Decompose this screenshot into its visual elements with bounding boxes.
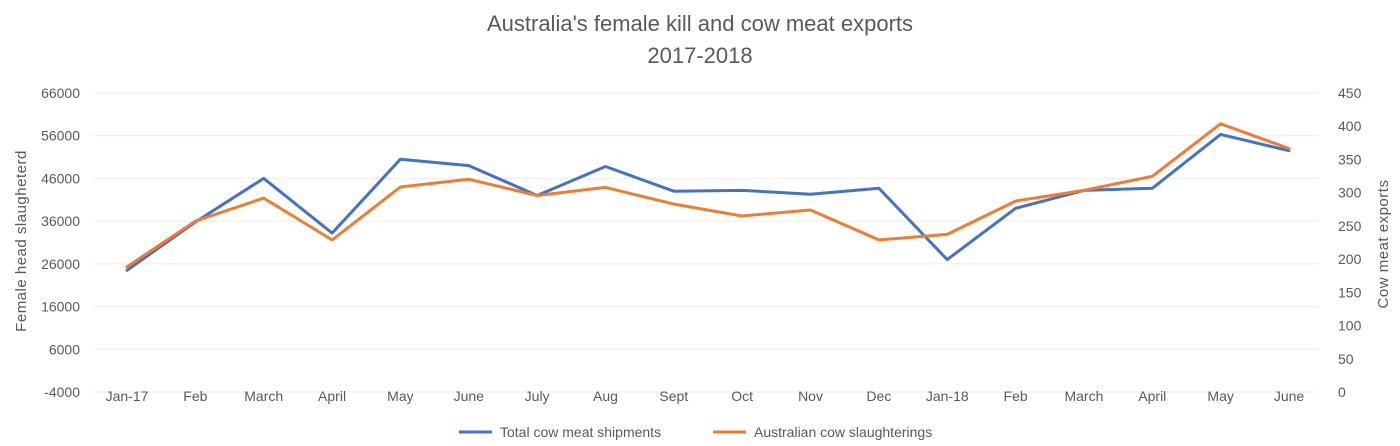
x-tick-label: May xyxy=(387,388,413,404)
left-tick-label: 56000 xyxy=(41,128,80,144)
x-axis-ticks: Jan-17 Feb March April May June July Aug Sept Oct… xyxy=(106,388,1305,404)
right-tick-label: 150 xyxy=(1338,284,1362,300)
right-tick-label: 400 xyxy=(1338,118,1362,134)
chart-subtitle: 2017-2018 xyxy=(647,43,752,68)
x-tick-label: Oct xyxy=(731,388,753,404)
left-axis-title: Female head slaugheterd xyxy=(13,150,30,332)
right-tick-label: 350 xyxy=(1338,151,1362,167)
x-tick-label: Aug xyxy=(593,388,618,404)
series-line-0 xyxy=(125,132,1291,272)
x-tick-label: Feb xyxy=(1004,388,1028,404)
x-tick-label: April xyxy=(1138,388,1166,404)
left-tick-label: 46000 xyxy=(41,170,80,186)
right-tick-label: 300 xyxy=(1338,185,1362,201)
x-tick-label: Sept xyxy=(659,388,688,404)
right-tick-label: 0 xyxy=(1338,384,1346,400)
legend: Total cow meat shipments Australian cow … xyxy=(459,424,932,440)
left-tick-label: 66000 xyxy=(41,85,80,101)
x-tick-label: Jan-17 xyxy=(106,388,149,404)
left-tick-label: 6000 xyxy=(49,341,80,357)
x-tick-label: Feb xyxy=(183,388,207,404)
gridlines xyxy=(93,92,1318,393)
right-tick-label: 250 xyxy=(1338,218,1362,234)
x-tick-label: March xyxy=(1064,388,1103,404)
right-tick-label: 100 xyxy=(1338,318,1362,334)
right-tick-label: 50 xyxy=(1338,351,1354,367)
left-tick-label: 36000 xyxy=(41,213,80,229)
x-tick-label: Dec xyxy=(866,388,891,404)
x-tick-label: March xyxy=(244,388,283,404)
chart-title: Australia's female kill and cow meat exp… xyxy=(487,11,913,36)
left-axis-ticks: 66000 56000 46000 36000 26000 16000 6000 -4000 xyxy=(41,85,80,400)
series-line-1 xyxy=(125,122,1291,269)
right-tick-label: 450 xyxy=(1338,85,1362,101)
x-tick-label: June xyxy=(1274,388,1305,404)
x-tick-label: Jan-18 xyxy=(926,388,969,404)
left-tick-label: -4000 xyxy=(44,384,80,400)
legend-label-total-shipments: Total cow meat shipments xyxy=(500,424,661,440)
x-tick-label: July xyxy=(525,388,550,404)
series-lines xyxy=(125,122,1291,272)
x-tick-label: May xyxy=(1207,388,1233,404)
right-axis-title: Cow meat exports xyxy=(1375,180,1392,309)
left-tick-label: 26000 xyxy=(41,256,80,272)
right-tick-label: 200 xyxy=(1338,251,1362,267)
x-tick-label: June xyxy=(454,388,485,404)
x-tick-label: April xyxy=(318,388,346,404)
left-tick-label: 16000 xyxy=(41,299,80,315)
right-axis-ticks: 450 400 350 300 250 200 150 100 50 0 xyxy=(1338,85,1362,400)
x-tick-label: Nov xyxy=(798,388,823,404)
legend-label-slaughterings: Australian cow slaughterings xyxy=(754,424,932,440)
